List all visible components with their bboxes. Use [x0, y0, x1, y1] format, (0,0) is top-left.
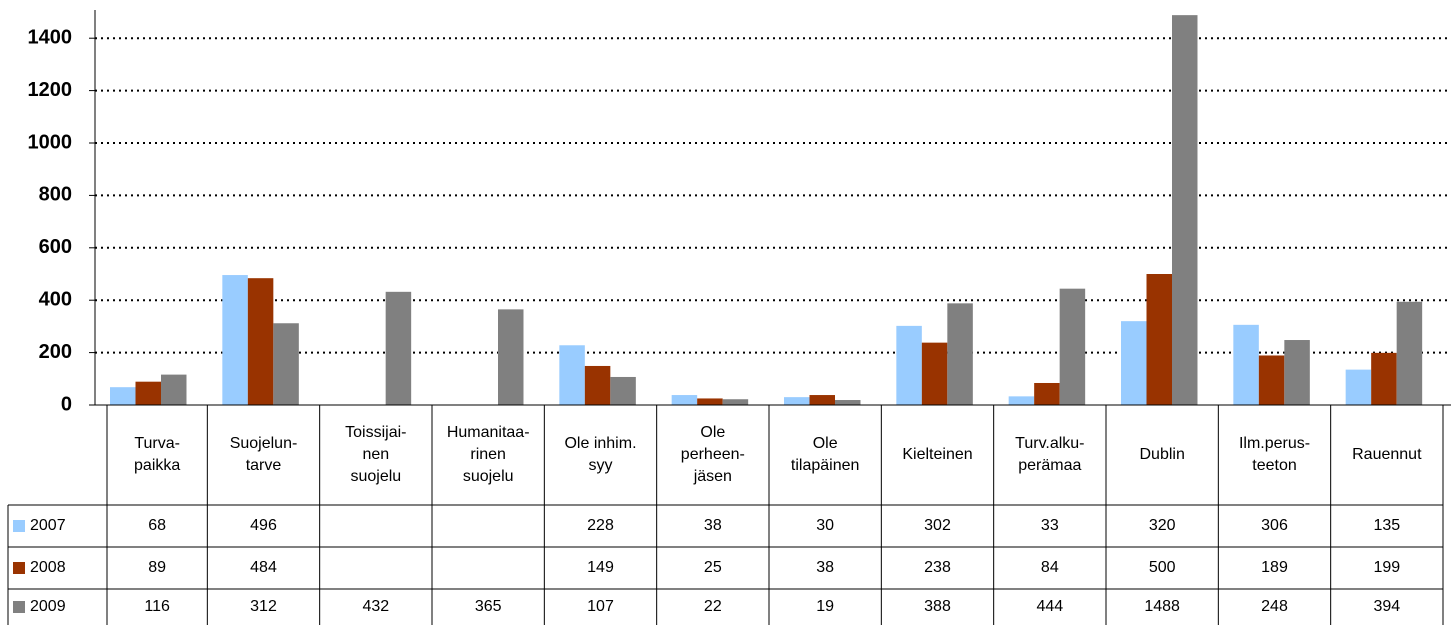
y-tick-label: 1200	[28, 79, 73, 101]
bar	[247, 278, 274, 405]
x-tick-label: Ole perheen-jäsen	[681, 424, 745, 485]
y-tick-label: 1400	[28, 26, 73, 48]
table-value: 496	[250, 517, 277, 534]
table-value: 365	[475, 598, 502, 615]
table-value: 1488	[1144, 598, 1180, 615]
table-value: 68	[148, 517, 166, 534]
table-value: 30	[816, 517, 834, 534]
x-tick-label: Suojelun-tarve	[230, 435, 298, 474]
bar	[1172, 15, 1198, 405]
bar	[584, 365, 611, 405]
table-value: 84	[1041, 559, 1059, 576]
legend-swatch	[13, 562, 25, 574]
y-tick-label: 800	[39, 184, 72, 206]
table-value: 444	[1036, 598, 1063, 615]
table-value: 107	[587, 598, 614, 615]
table-value: 484	[250, 559, 277, 576]
legend-swatch	[13, 520, 25, 532]
table-value: 33	[1041, 517, 1059, 534]
table-value: 320	[1149, 517, 1176, 534]
bar	[1008, 396, 1035, 405]
bar	[110, 387, 136, 405]
table-value: 149	[587, 559, 614, 576]
bar	[1345, 369, 1372, 405]
x-tick-label: Kielteinen	[902, 446, 972, 463]
bar	[722, 399, 749, 405]
x-tick-label: Humanitaa-rinen suojelu	[447, 424, 530, 485]
table-value: 238	[924, 559, 951, 576]
bar	[947, 303, 973, 405]
bar	[1284, 340, 1310, 405]
bar	[921, 342, 948, 405]
bar	[809, 395, 835, 405]
y-tick-label: 200	[39, 341, 72, 363]
table-value: 500	[1149, 559, 1176, 576]
y-tick-label: 600	[39, 236, 72, 258]
table-value: 248	[1261, 598, 1288, 615]
bar	[222, 275, 248, 405]
table-value: 388	[924, 598, 951, 615]
table-value: 228	[587, 517, 614, 534]
y-tick-label: 400	[39, 288, 72, 310]
bar	[671, 395, 698, 405]
table-value: 306	[1261, 517, 1288, 534]
x-tick-label: Dublin	[1139, 446, 1184, 463]
x-tick-label: Rauennut	[1352, 446, 1422, 463]
legend-swatch	[13, 601, 25, 613]
x-tick-label: Ole tilapäinen	[791, 435, 860, 474]
bar	[610, 376, 636, 405]
table-value: 394	[1373, 598, 1400, 615]
bar	[1059, 288, 1086, 405]
table-value: 199	[1373, 559, 1400, 576]
bar	[697, 398, 723, 405]
bar	[1396, 301, 1423, 405]
bar	[498, 309, 524, 405]
table-value: 38	[816, 559, 834, 576]
x-tick-label: Turv.alku-perämaa	[1015, 435, 1084, 474]
bar	[135, 381, 161, 405]
table-value: 116	[144, 598, 170, 615]
bar	[784, 397, 810, 405]
table-value: 189	[1261, 559, 1288, 576]
table-value: 38	[704, 517, 722, 534]
table-value: 22	[704, 598, 722, 615]
y-tick-label: 1000	[28, 131, 73, 153]
table-value: 312	[250, 598, 277, 615]
bar	[1034, 382, 1060, 405]
bar	[1146, 274, 1172, 405]
table-value: 25	[704, 559, 722, 576]
table-value: 135	[1373, 517, 1400, 534]
y-tick-label: 0	[61, 393, 72, 415]
bar	[559, 345, 585, 405]
bar	[161, 374, 187, 405]
bar	[1121, 321, 1147, 405]
bar	[835, 400, 861, 405]
bar	[1233, 324, 1259, 405]
bar	[385, 291, 412, 405]
table-value: 302	[924, 517, 951, 534]
bar	[273, 323, 299, 405]
table-value: 89	[148, 559, 166, 576]
bar	[896, 325, 922, 405]
x-tick-label: Ilm.perus-teeton	[1239, 435, 1310, 474]
x-tick-label: Toissijai-nen suojelu	[345, 424, 406, 485]
table-value: 432	[362, 598, 389, 615]
legend-label: 2008	[30, 559, 66, 576]
x-tick-label: Turva-paikka	[134, 435, 180, 474]
bar	[1258, 355, 1285, 405]
legend-label: 2009	[30, 598, 66, 615]
bar	[1371, 352, 1397, 405]
legend-label: 2007	[30, 517, 66, 534]
table-value: 19	[816, 598, 834, 615]
x-tick-label: Ole inhim. syy	[564, 435, 636, 474]
